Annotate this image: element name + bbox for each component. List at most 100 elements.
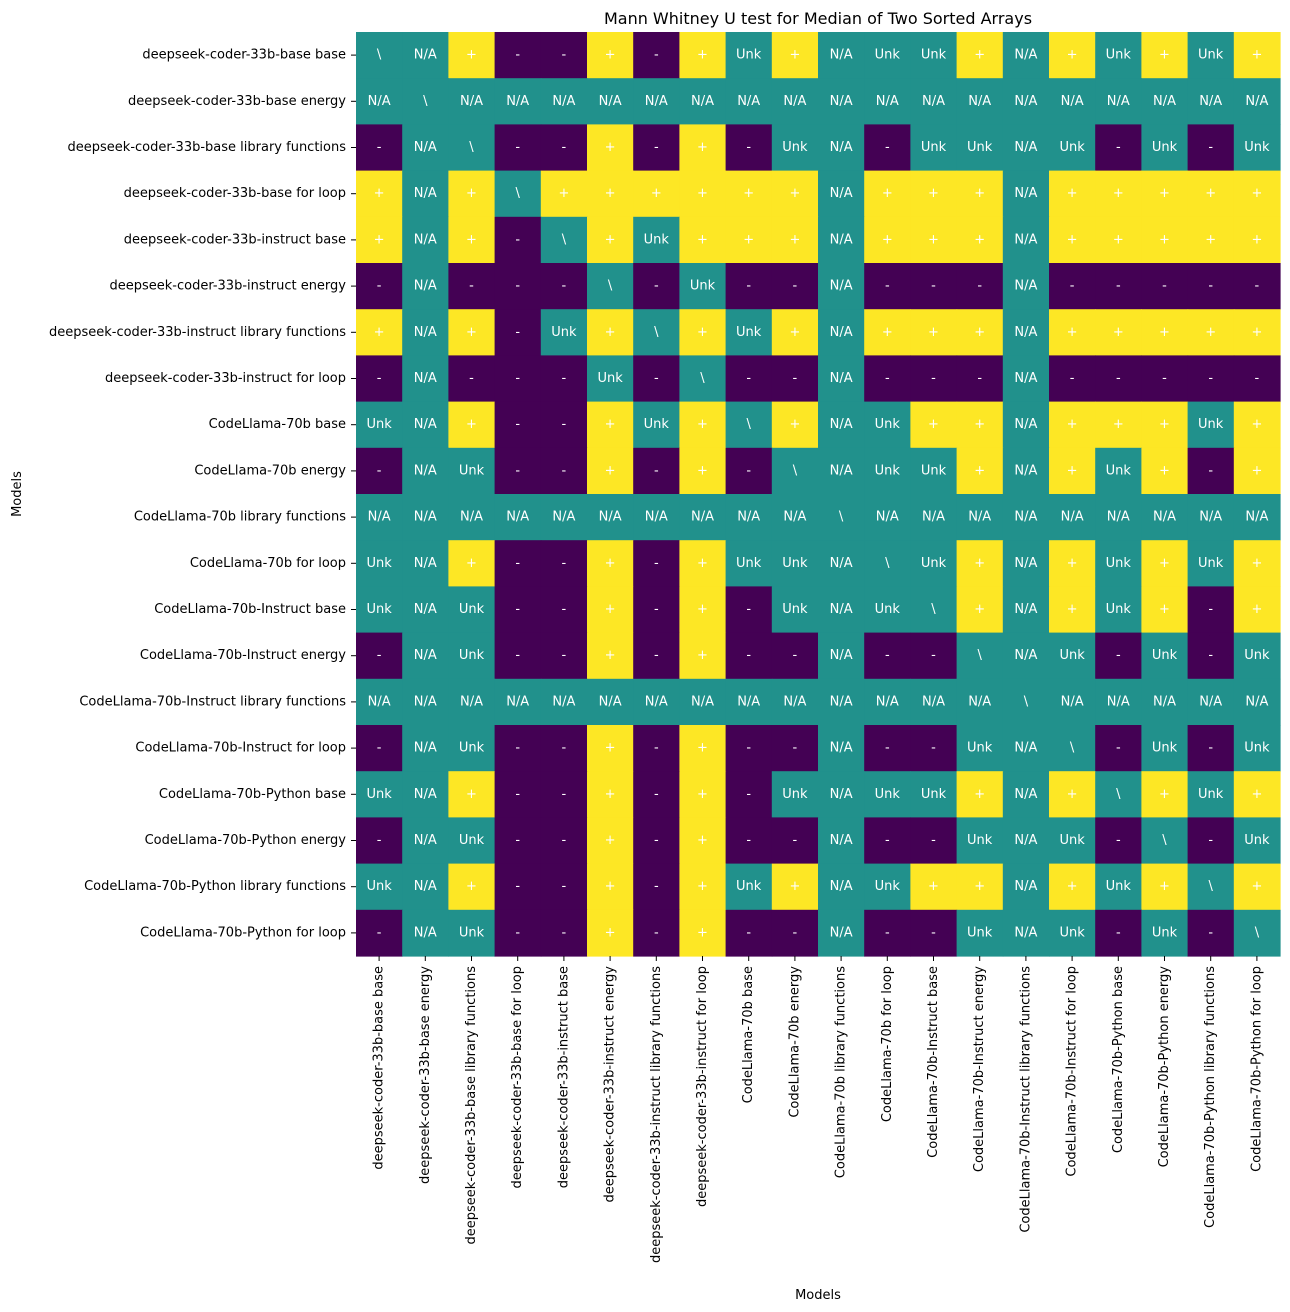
heatmap-cell bbox=[1141, 401, 1189, 449]
heatmap-cell-label: N/A bbox=[414, 417, 437, 432]
heatmap-cell bbox=[725, 401, 773, 449]
heatmap-cell bbox=[956, 124, 1004, 172]
heatmap-cell-label: Unk bbox=[1198, 48, 1224, 63]
heatmap-cell-label: + bbox=[374, 186, 385, 201]
heatmap-cell bbox=[356, 78, 403, 125]
heatmap-cell bbox=[356, 447, 403, 495]
heatmap-cell-label: Unk bbox=[967, 925, 993, 940]
heatmap-cell bbox=[956, 263, 1004, 310]
heatmap-cell bbox=[448, 401, 496, 449]
heatmap-cell-label: + bbox=[789, 417, 800, 432]
heatmap-cell-label: N/A bbox=[414, 741, 437, 756]
heatmap-cell bbox=[1141, 216, 1189, 264]
heatmap-cell bbox=[679, 494, 727, 541]
heatmap-cell bbox=[356, 494, 403, 541]
heatmap-cell bbox=[633, 170, 680, 218]
heatmap-cell-label: N/A bbox=[968, 510, 991, 525]
heatmap-cell-label: + bbox=[974, 602, 985, 617]
x-tick-label: CodeLlama-70b-Instruct energy bbox=[972, 966, 987, 1172]
heatmap-cell-label: N/A bbox=[599, 94, 622, 109]
heatmap-cell bbox=[1049, 170, 1096, 218]
heatmap-cell-label: Unk bbox=[875, 463, 901, 478]
heatmap-cell bbox=[356, 586, 403, 634]
heatmap-cell-label: Unk bbox=[921, 463, 947, 478]
heatmap-cell-label: + bbox=[1067, 602, 1078, 617]
heatmap-cell bbox=[725, 32, 773, 79]
heatmap-cell bbox=[679, 586, 727, 634]
heatmap-cell bbox=[910, 494, 958, 541]
heatmap-cell bbox=[956, 725, 1004, 772]
heatmap-cell bbox=[1141, 309, 1189, 356]
heatmap-cell-label: N/A bbox=[414, 48, 437, 63]
heatmap-cell bbox=[725, 494, 773, 541]
heatmap-cell bbox=[402, 124, 449, 172]
heatmap-cell-label: Unk bbox=[921, 140, 947, 155]
heatmap-cell-label: - bbox=[1255, 371, 1260, 386]
heatmap-cell bbox=[448, 263, 496, 310]
heatmap-cell-label: \ bbox=[1209, 879, 1214, 894]
x-tick-label: CodeLlama-70b-Instruct library functions bbox=[1018, 966, 1033, 1233]
heatmap-cell bbox=[1049, 540, 1096, 587]
heatmap-cell-label: \ bbox=[423, 94, 428, 109]
heatmap-cell-label: + bbox=[605, 556, 616, 571]
heatmap-cell bbox=[910, 216, 958, 264]
heatmap-cell-label: N/A bbox=[830, 787, 853, 802]
heatmap-cell bbox=[448, 494, 496, 541]
heatmap-cell bbox=[1002, 32, 1050, 79]
heatmap-cell bbox=[1141, 817, 1189, 865]
heatmap-cell bbox=[818, 78, 865, 125]
heatmap-cell-label: - bbox=[654, 648, 659, 663]
heatmap-cell bbox=[1002, 216, 1050, 264]
heatmap-cell-label: + bbox=[466, 417, 477, 432]
heatmap-cell bbox=[818, 586, 865, 634]
heatmap-cell bbox=[540, 494, 588, 541]
heatmap-cell bbox=[1002, 632, 1050, 680]
heatmap-cell-label: - bbox=[746, 279, 751, 294]
heatmap-cell-label: + bbox=[1159, 48, 1170, 63]
heatmap-cell bbox=[818, 540, 865, 587]
heatmap-cell-label: Unk bbox=[1106, 48, 1132, 63]
heatmap-cell-label: N/A bbox=[737, 510, 760, 525]
heatmap-cell bbox=[1233, 909, 1281, 957]
heatmap-cell bbox=[910, 78, 958, 125]
heatmap-cell-label: N/A bbox=[552, 694, 575, 709]
x-tick-label: deepseek-coder-33b-instruct library func… bbox=[649, 966, 664, 1263]
heatmap-cell-label: N/A bbox=[830, 879, 853, 894]
heatmap-cell bbox=[1233, 124, 1281, 172]
heatmap-cell bbox=[448, 863, 496, 911]
heatmap-cell bbox=[1187, 678, 1235, 726]
heatmap-cell bbox=[1141, 540, 1189, 587]
heatmap-cell bbox=[587, 78, 634, 125]
heatmap-cell-label: + bbox=[466, 186, 477, 201]
heatmap-cell bbox=[494, 124, 542, 172]
heatmap-cell-label: Unk bbox=[366, 879, 392, 894]
heatmap-cell-label: Unk bbox=[1106, 556, 1132, 571]
heatmap-cell-label: + bbox=[928, 186, 939, 201]
heatmap-cell bbox=[725, 909, 773, 957]
heatmap-cell-label: + bbox=[1067, 463, 1078, 478]
heatmap-cell-label: + bbox=[1113, 232, 1124, 247]
heatmap-cell bbox=[448, 216, 496, 264]
heatmap-cell-label: + bbox=[605, 925, 616, 940]
heatmap-cell bbox=[494, 78, 542, 125]
heatmap-cell-label: Unk bbox=[967, 833, 993, 848]
heatmap-cell bbox=[910, 632, 958, 680]
heatmap-cell-label: + bbox=[651, 186, 662, 201]
heatmap-cell bbox=[1187, 32, 1235, 79]
heatmap-cell bbox=[725, 586, 773, 634]
heatmap-cell-label: - bbox=[654, 48, 659, 63]
heatmap-cell-label: + bbox=[789, 186, 800, 201]
y-tick-labels: deepseek-coder-33b-base base deepseek-cod… bbox=[49, 48, 356, 940]
heatmap-cell bbox=[1141, 771, 1189, 818]
heatmap-cell-label: N/A bbox=[1014, 186, 1037, 201]
heatmap-cell-label: + bbox=[697, 140, 708, 155]
heatmap-cell-label: - bbox=[654, 463, 659, 478]
heatmap-cell-label: + bbox=[974, 48, 985, 63]
heatmap-cell bbox=[540, 678, 588, 726]
heatmap-cell bbox=[633, 725, 680, 772]
y-tick-label: CodeLlama-70b base bbox=[209, 417, 346, 432]
heatmap-cell bbox=[1233, 78, 1281, 125]
heatmap-cell-label: N/A bbox=[922, 94, 945, 109]
heatmap-cell bbox=[771, 216, 819, 264]
heatmap-cell-label: Unk bbox=[1152, 741, 1178, 756]
